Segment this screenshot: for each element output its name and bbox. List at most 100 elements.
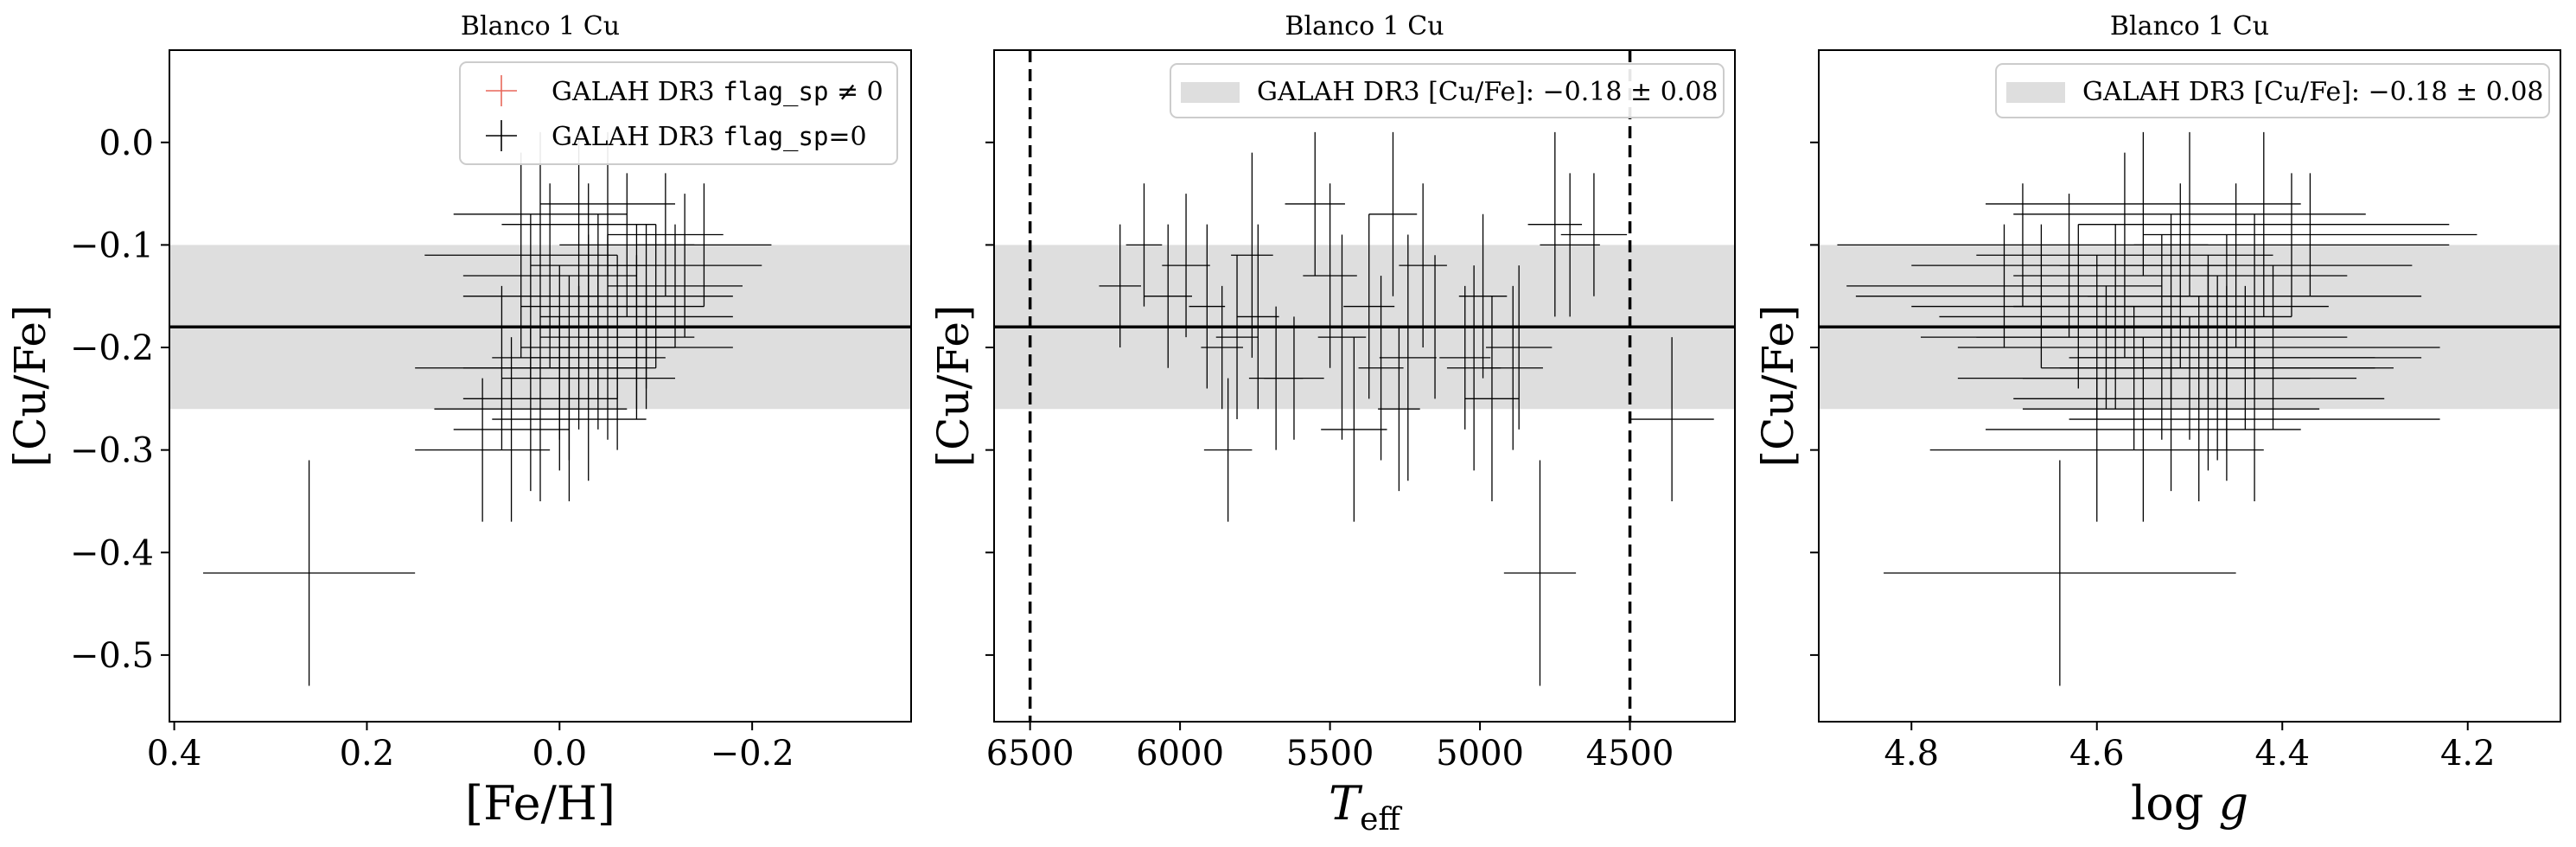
x-label-sub: eff [1360,802,1402,837]
data-point [608,194,762,338]
data-point [1503,460,1577,686]
x-tick-label: 5000 [1436,734,1524,774]
data-point [492,337,647,501]
data-point [462,296,618,501]
data-point [1203,378,1253,522]
data-point [1911,194,2227,338]
axes-frame [1818,49,2561,723]
data-point [1407,255,1463,399]
x-tick-label: 4.6 [2069,734,2125,774]
x-tick-label: 0.2 [340,734,395,774]
data-point [636,183,772,307]
data-point [2013,296,2385,501]
x-tick-label: 0.0 [532,734,587,774]
legend-text: GALAH DR3 [552,122,723,152]
panel-title: Blanco 1 Cu [1285,11,1444,41]
x-axis-label: log g [2131,776,2248,831]
data-point [1482,285,1543,450]
data-point [1125,183,1163,307]
data-point [559,285,733,410]
data-point [1189,224,1226,389]
data-point [1231,152,1273,358]
y-tick-label: −0.5 [70,636,154,676]
data-point [1162,194,1210,338]
legend-entry: GALAH DR3 [Cu/Fe]: −0.18 ± 0.08 [1257,77,1718,107]
legend-swatch [1181,82,1240,103]
legend-entry: GALAH DR3 flag_sp ≠ 0 [552,77,883,107]
data-point [1321,337,1387,522]
data-point [1368,131,1418,296]
data-point [203,460,416,686]
x-axis-label: [Fe/H] [465,776,615,831]
x-axis-label: Teff [1329,776,1402,837]
data-point [1303,183,1357,368]
y-tick-label: 0.0 [99,124,154,163]
legend-code: flag_sp [723,122,828,152]
data-point [1527,131,1583,317]
data-point [1884,460,2236,686]
data-point [1439,285,1491,430]
data-point [1458,213,1508,379]
legend-text: ≠ 0 [828,77,883,107]
data-point [1986,131,2301,276]
data-point [1399,183,1447,348]
data-point [2069,337,2440,501]
panel-logg: 4.8 4.6 4.4 4.2 Blanco 1 Cu [Cu/Fe] log g GALAH… [1753,11,2561,831]
axes-frame [169,49,912,723]
panel-title: Blanco 1 Cu [2110,11,2269,41]
data-point [1379,234,1437,481]
x-tick-label: 5500 [1286,734,1374,774]
data-point [1957,306,2311,450]
data-point [1378,327,1420,492]
legend-entry: GALAH DR3 flag_sp=0 [552,122,867,152]
data-point [2013,131,2366,296]
panel-title: Blanco 1 Cu [461,11,620,41]
data-point [1215,255,1259,420]
y-axis-label: [Cu/Fe] [1753,305,1803,468]
data-point [1201,285,1243,410]
data-point [2059,285,2394,450]
legend-box [1995,63,2550,118]
legend-marker [486,75,517,106]
x-tick-label: 4.8 [1884,734,1939,774]
data-point [424,152,618,358]
data-point [1248,306,1304,450]
data-point [462,213,598,379]
y-tick-label: −0.4 [70,533,154,573]
legend-value: −0.18 ± 0.08 [1543,77,1718,107]
data-point [1144,224,1192,368]
data-point [578,224,733,368]
x-tick-label: 6000 [1136,734,1224,774]
legend-swatch [2006,82,2065,103]
data-point [1920,255,2273,420]
x-tick-label: 4500 [1586,734,1674,774]
x-tick-label: −0.2 [711,734,794,774]
data-point [1957,285,2255,410]
legend-text: GALAH DR3 [Cu/Fe]: [1257,77,1543,107]
axes-frame [993,49,1736,723]
legend: GALAH DR3 flag_sp ≠ 0 GALAH DR3 flag_sp=0 [459,61,898,165]
data-point [1343,213,1395,399]
panel-feh: 0.4 0.2 0.0 −0.2 0.0 −0.1 −0.2 −0.3 −0.4 −0.5 Blan… [5,11,912,831]
data-point [1099,224,1142,348]
data-point [415,285,589,450]
data-point [1976,152,2273,358]
legend-text: GALAH DR3 [Cu/Fe]: [2082,77,2369,107]
y-tick-label: −0.1 [70,226,154,265]
legend-entry: GALAH DR3 [Cu/Fe]: −0.18 ± 0.08 [2082,77,2544,107]
data-point [2013,213,2329,399]
data-point [2078,131,2450,317]
x-tick-label: 4.4 [2254,734,2310,774]
data-point [1629,337,1714,501]
x-tick-label: 4.2 [2440,734,2496,774]
data-point [1317,234,1367,440]
y-tick-label: −0.3 [70,431,154,471]
x-tick-label: 0.4 [147,734,202,774]
data-point [1560,173,1628,296]
y-axis-label: [Cu/Fe] [928,305,979,468]
legend-marker [486,120,517,151]
x-label-main: log [2131,776,2219,831]
x-label-var: g [2218,776,2248,831]
legend-text: GALAH DR3 [552,77,723,107]
